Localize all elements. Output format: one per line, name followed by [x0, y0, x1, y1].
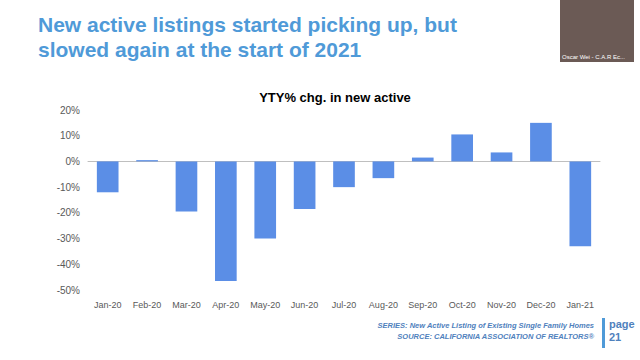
svg-text:Mar-20: Mar-20	[172, 300, 201, 310]
svg-text:May-20: May-20	[250, 300, 280, 310]
svg-text:-50%: -50%	[57, 285, 80, 296]
svg-text:10%: 10%	[60, 130, 80, 141]
svg-text:Apr-20: Apr-20	[212, 300, 239, 310]
html-text:SOURCE: CALIFORNIA ASSOCIATION: SOURCE: CALIFORNIA ASSOCIATION OF REALTO…	[397, 332, 594, 341]
svg-text:Sep-20: Sep-20	[408, 300, 437, 310]
svg-text:Oct-20: Oct-20	[449, 300, 476, 310]
html-text:SERIES: New Active Listing of: SERIES: New Active Listing of Existing S…	[377, 321, 594, 330]
svg-text:Jan-20: Jan-20	[94, 300, 122, 310]
svg-text:Aug-20: Aug-20	[369, 300, 398, 310]
svg-text:-40%: -40%	[57, 259, 80, 270]
svg-text:0%: 0%	[66, 156, 81, 167]
html-text:page: page	[609, 318, 635, 330]
html-text:21: 21	[609, 331, 622, 343]
svg-text:YTY% chg. in new active: YTY% chg. in new active	[259, 90, 411, 105]
svg-text:-20%: -20%	[57, 207, 80, 218]
svg-text:20%: 20%	[60, 105, 80, 116]
html-text:slowed again at the start of 2: slowed again at the start of 2021	[38, 38, 362, 61]
svg-text:Dec-20: Dec-20	[526, 300, 555, 310]
html-text:New active listings started pi: New active listings started picking up, …	[38, 13, 457, 36]
html-text:Oscar Wei - C.A.R Ec...: Oscar Wei - C.A.R Ec...	[562, 54, 625, 60]
svg-text:-30%: -30%	[57, 233, 80, 244]
svg-text:Nov-20: Nov-20	[487, 300, 516, 310]
svg-text:Jul-20: Jul-20	[332, 300, 357, 310]
svg-text:-10%: -10%	[57, 182, 80, 193]
svg-text:Jun-20: Jun-20	[291, 300, 319, 310]
svg-text:Jan-21: Jan-21	[567, 300, 595, 310]
svg-text:Feb-20: Feb-20	[133, 300, 162, 310]
